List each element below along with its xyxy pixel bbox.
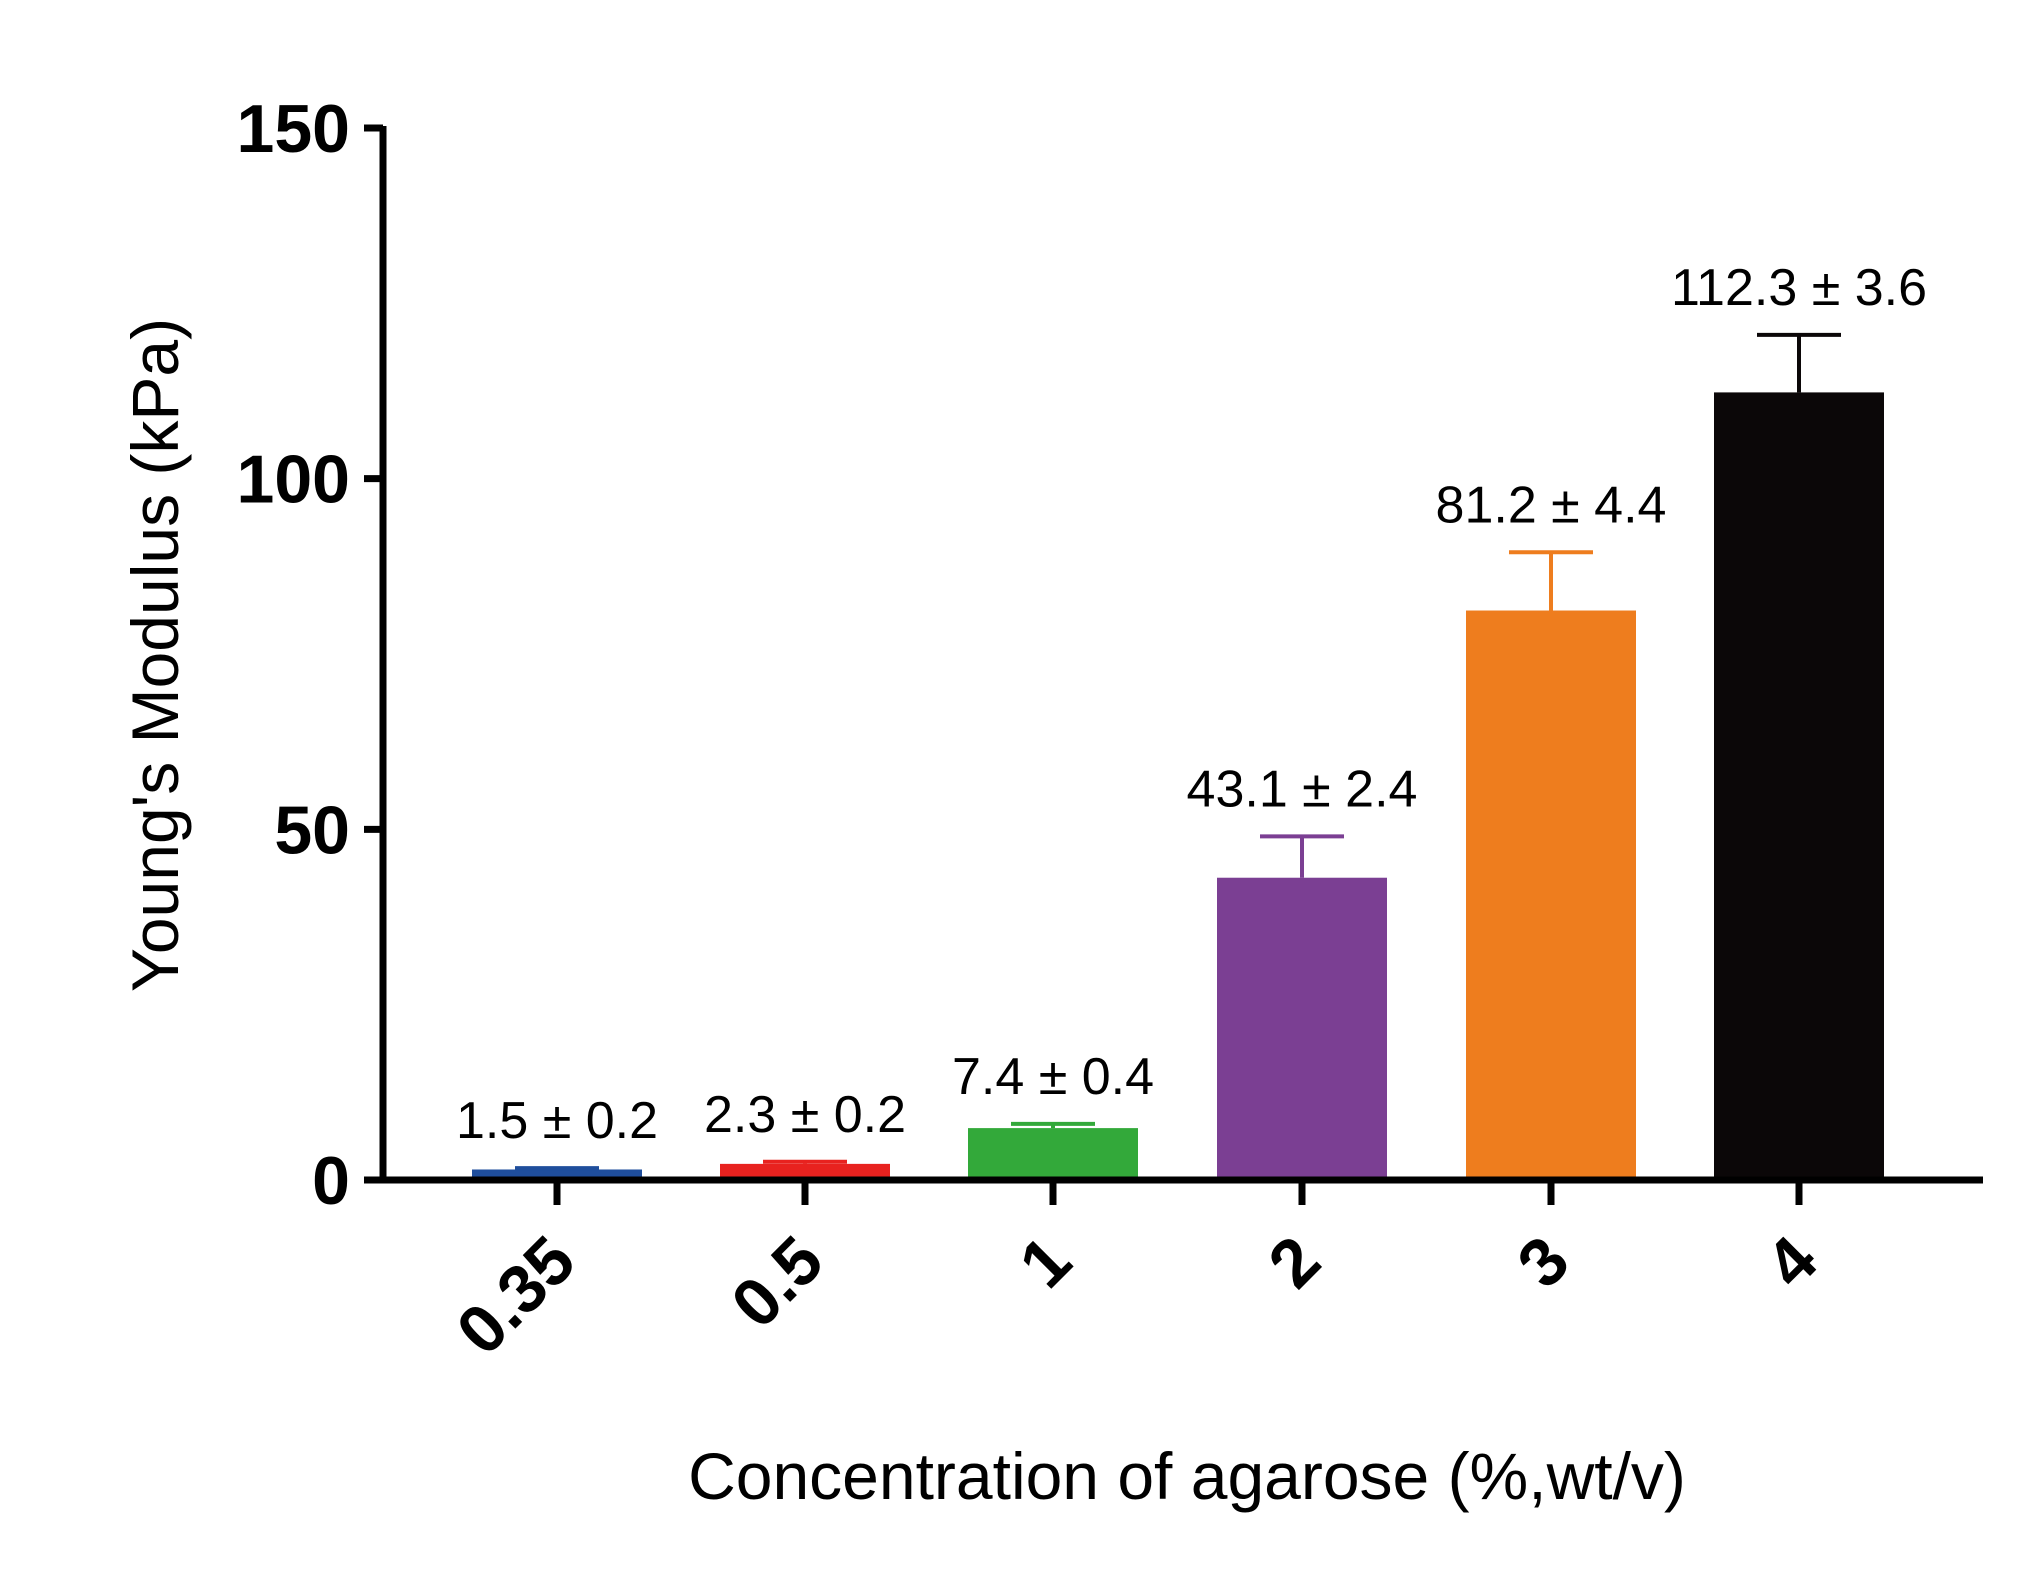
x-tick-label: 0.5 [717, 1222, 838, 1343]
data-label: 112.3 ± 3.6 [1671, 259, 1927, 317]
y-tick-label: 0 [312, 1143, 350, 1219]
x-tick-label: 2 [1254, 1222, 1334, 1302]
x-tick-label: 3 [1503, 1222, 1583, 1302]
data-label: 7.4 ± 0.4 [952, 1048, 1154, 1106]
data-label: 81.2 ± 4.4 [1436, 476, 1667, 534]
bar [1466, 610, 1636, 1180]
bar [1217, 877, 1387, 1180]
x-axis-title: Concentration of agarose (%,wt/v) [688, 1439, 1686, 1513]
bar [472, 1169, 642, 1180]
x-tick-label: 1 [1005, 1222, 1085, 1302]
data-label: 2.3 ± 0.2 [704, 1086, 906, 1144]
y-ticks-group: 0 50 100 150 [237, 91, 383, 1219]
x-tick-label: 4 [1751, 1222, 1832, 1303]
y-tick-label: 100 [237, 442, 350, 518]
data-label: 43.1 ± 2.4 [1187, 760, 1418, 818]
x-ticks-group: 0.35 0.5 1 2 3 4 [442, 1180, 1832, 1369]
error-bars-group [515, 332, 1841, 1171]
y-tick-label: 150 [237, 91, 350, 167]
data-label: 1.5 ± 0.2 [456, 1092, 658, 1150]
data-labels-group: 1.5 ± 0.2 2.3 ± 0.2 7.4 ± 0.4 43.1 ± 2.4 81.… [456, 259, 1927, 1150]
bar [968, 1128, 1138, 1180]
bar [1714, 392, 1884, 1180]
bars-group [472, 392, 1884, 1180]
bar [720, 1163, 890, 1180]
y-tick-label: 50 [274, 792, 350, 868]
x-tick-label: 0.35 [442, 1222, 589, 1369]
y-axis-title: Young's Modulus (kPa) [118, 318, 192, 992]
